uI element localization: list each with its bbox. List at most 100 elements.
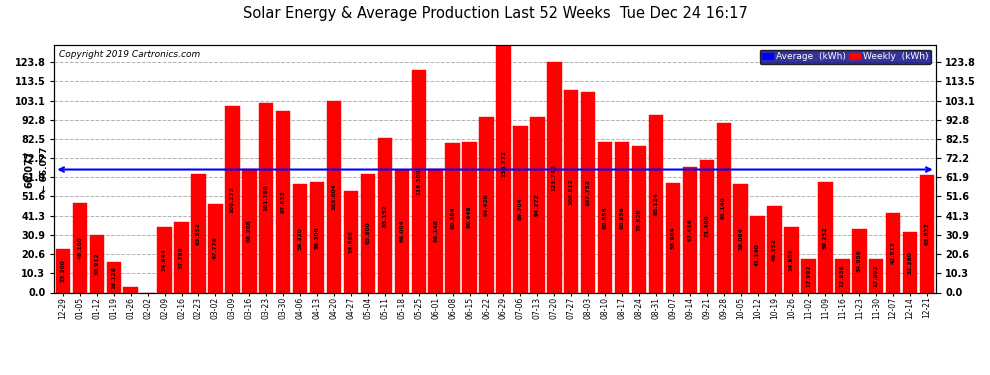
Bar (395, 170, 409, 292)
Text: 30.912: 30.912 (94, 252, 99, 275)
Text: 17.992: 17.992 (806, 264, 811, 287)
Text: 63.800: 63.800 (365, 222, 370, 245)
Text: 47.776: 47.776 (213, 237, 218, 260)
Text: 23.200: 23.200 (60, 260, 65, 282)
Text: 63.032: 63.032 (925, 222, 930, 245)
Text: 48.160: 48.160 (77, 236, 82, 259)
Text: 16.128: 16.128 (111, 266, 116, 289)
Bar (107, 262, 121, 292)
Text: 66.148: 66.148 (434, 219, 439, 242)
Bar (615, 142, 630, 292)
Bar (818, 182, 833, 292)
Bar (767, 206, 782, 292)
Text: 80.856: 80.856 (620, 206, 625, 229)
Text: 97.632: 97.632 (281, 190, 286, 213)
Bar (632, 146, 646, 292)
Text: 58.220: 58.220 (298, 227, 303, 250)
Bar (124, 287, 138, 292)
Text: 59.252: 59.252 (823, 226, 828, 249)
Bar (446, 143, 459, 292)
Text: 83.152: 83.152 (382, 204, 387, 226)
Bar (293, 184, 307, 292)
Text: 91.140: 91.140 (722, 196, 727, 219)
Text: 46.352: 46.352 (772, 238, 777, 261)
Text: 108.812: 108.812 (568, 178, 574, 205)
Text: 42.512: 42.512 (891, 242, 896, 264)
Bar (90, 235, 104, 292)
Text: 94.420: 94.420 (484, 194, 489, 216)
Bar (665, 183, 680, 292)
Bar (717, 123, 731, 292)
Bar (174, 222, 189, 292)
Bar (191, 174, 206, 292)
Text: 67.456: 67.456 (687, 218, 692, 241)
Text: ← 66.077: ← 66.077 (41, 147, 50, 192)
Bar (852, 229, 866, 292)
Text: 78.620: 78.620 (637, 208, 642, 231)
Text: 123.740: 123.740 (551, 164, 556, 191)
Bar (869, 259, 883, 292)
Bar (259, 103, 273, 292)
Bar (243, 169, 256, 292)
Bar (836, 259, 849, 292)
Text: 94.272: 94.272 (535, 194, 540, 216)
Text: 59.200: 59.200 (315, 226, 320, 249)
Bar (886, 213, 900, 292)
Bar (429, 170, 443, 292)
Bar (55, 249, 70, 292)
Bar (784, 228, 799, 292)
Bar (683, 167, 697, 292)
Bar (208, 204, 223, 292)
Bar (360, 174, 375, 292)
Bar (462, 142, 477, 292)
Text: 34.944: 34.944 (162, 249, 167, 272)
Bar (750, 216, 765, 292)
Bar (327, 101, 342, 292)
Text: 17.936: 17.936 (840, 264, 844, 287)
Bar (310, 182, 325, 292)
Bar (412, 70, 426, 292)
Text: 89.704: 89.704 (518, 198, 523, 220)
Text: 66.208: 66.208 (247, 219, 251, 242)
Bar (531, 117, 544, 292)
Bar (547, 62, 561, 292)
Bar (801, 259, 816, 292)
Bar (581, 92, 595, 292)
Text: 95.124: 95.124 (653, 193, 658, 215)
Bar (157, 228, 172, 292)
Bar (377, 138, 392, 292)
Bar (496, 34, 511, 292)
Text: 37.796: 37.796 (179, 246, 184, 269)
Text: 58.084: 58.084 (739, 227, 743, 250)
Bar (564, 90, 578, 292)
Text: 66.004: 66.004 (399, 220, 404, 242)
Text: 32.280: 32.280 (908, 251, 913, 274)
Text: 17.992: 17.992 (874, 264, 879, 287)
Bar (225, 106, 240, 292)
Text: 103.004: 103.004 (332, 183, 337, 210)
Text: 71.400: 71.400 (704, 215, 709, 237)
Bar (648, 116, 663, 292)
Text: 100.272: 100.272 (230, 186, 235, 213)
Bar (903, 232, 918, 292)
Text: 119.300: 119.300 (416, 168, 422, 195)
Bar (72, 203, 87, 292)
Bar (920, 175, 935, 292)
Text: 58.904: 58.904 (670, 226, 675, 249)
Text: 66.077: 66.077 (25, 151, 35, 188)
Bar (344, 191, 358, 292)
Text: 54.668: 54.668 (348, 230, 353, 253)
Text: 34.056: 34.056 (856, 249, 862, 272)
Text: 107.752: 107.752 (586, 179, 591, 206)
Text: 138.772: 138.772 (501, 150, 506, 177)
Text: 80.948: 80.948 (467, 206, 472, 228)
Bar (700, 160, 714, 292)
Bar (598, 142, 613, 292)
Text: Solar Energy & Average Production Last 52 Weeks  Tue Dec 24 16:17: Solar Energy & Average Production Last 5… (243, 6, 747, 21)
Bar (513, 126, 528, 292)
Text: 63.552: 63.552 (196, 222, 201, 245)
Bar (479, 117, 494, 292)
Bar (276, 111, 290, 292)
Text: 80.304: 80.304 (450, 207, 455, 229)
Text: 101.780: 101.780 (263, 184, 268, 211)
